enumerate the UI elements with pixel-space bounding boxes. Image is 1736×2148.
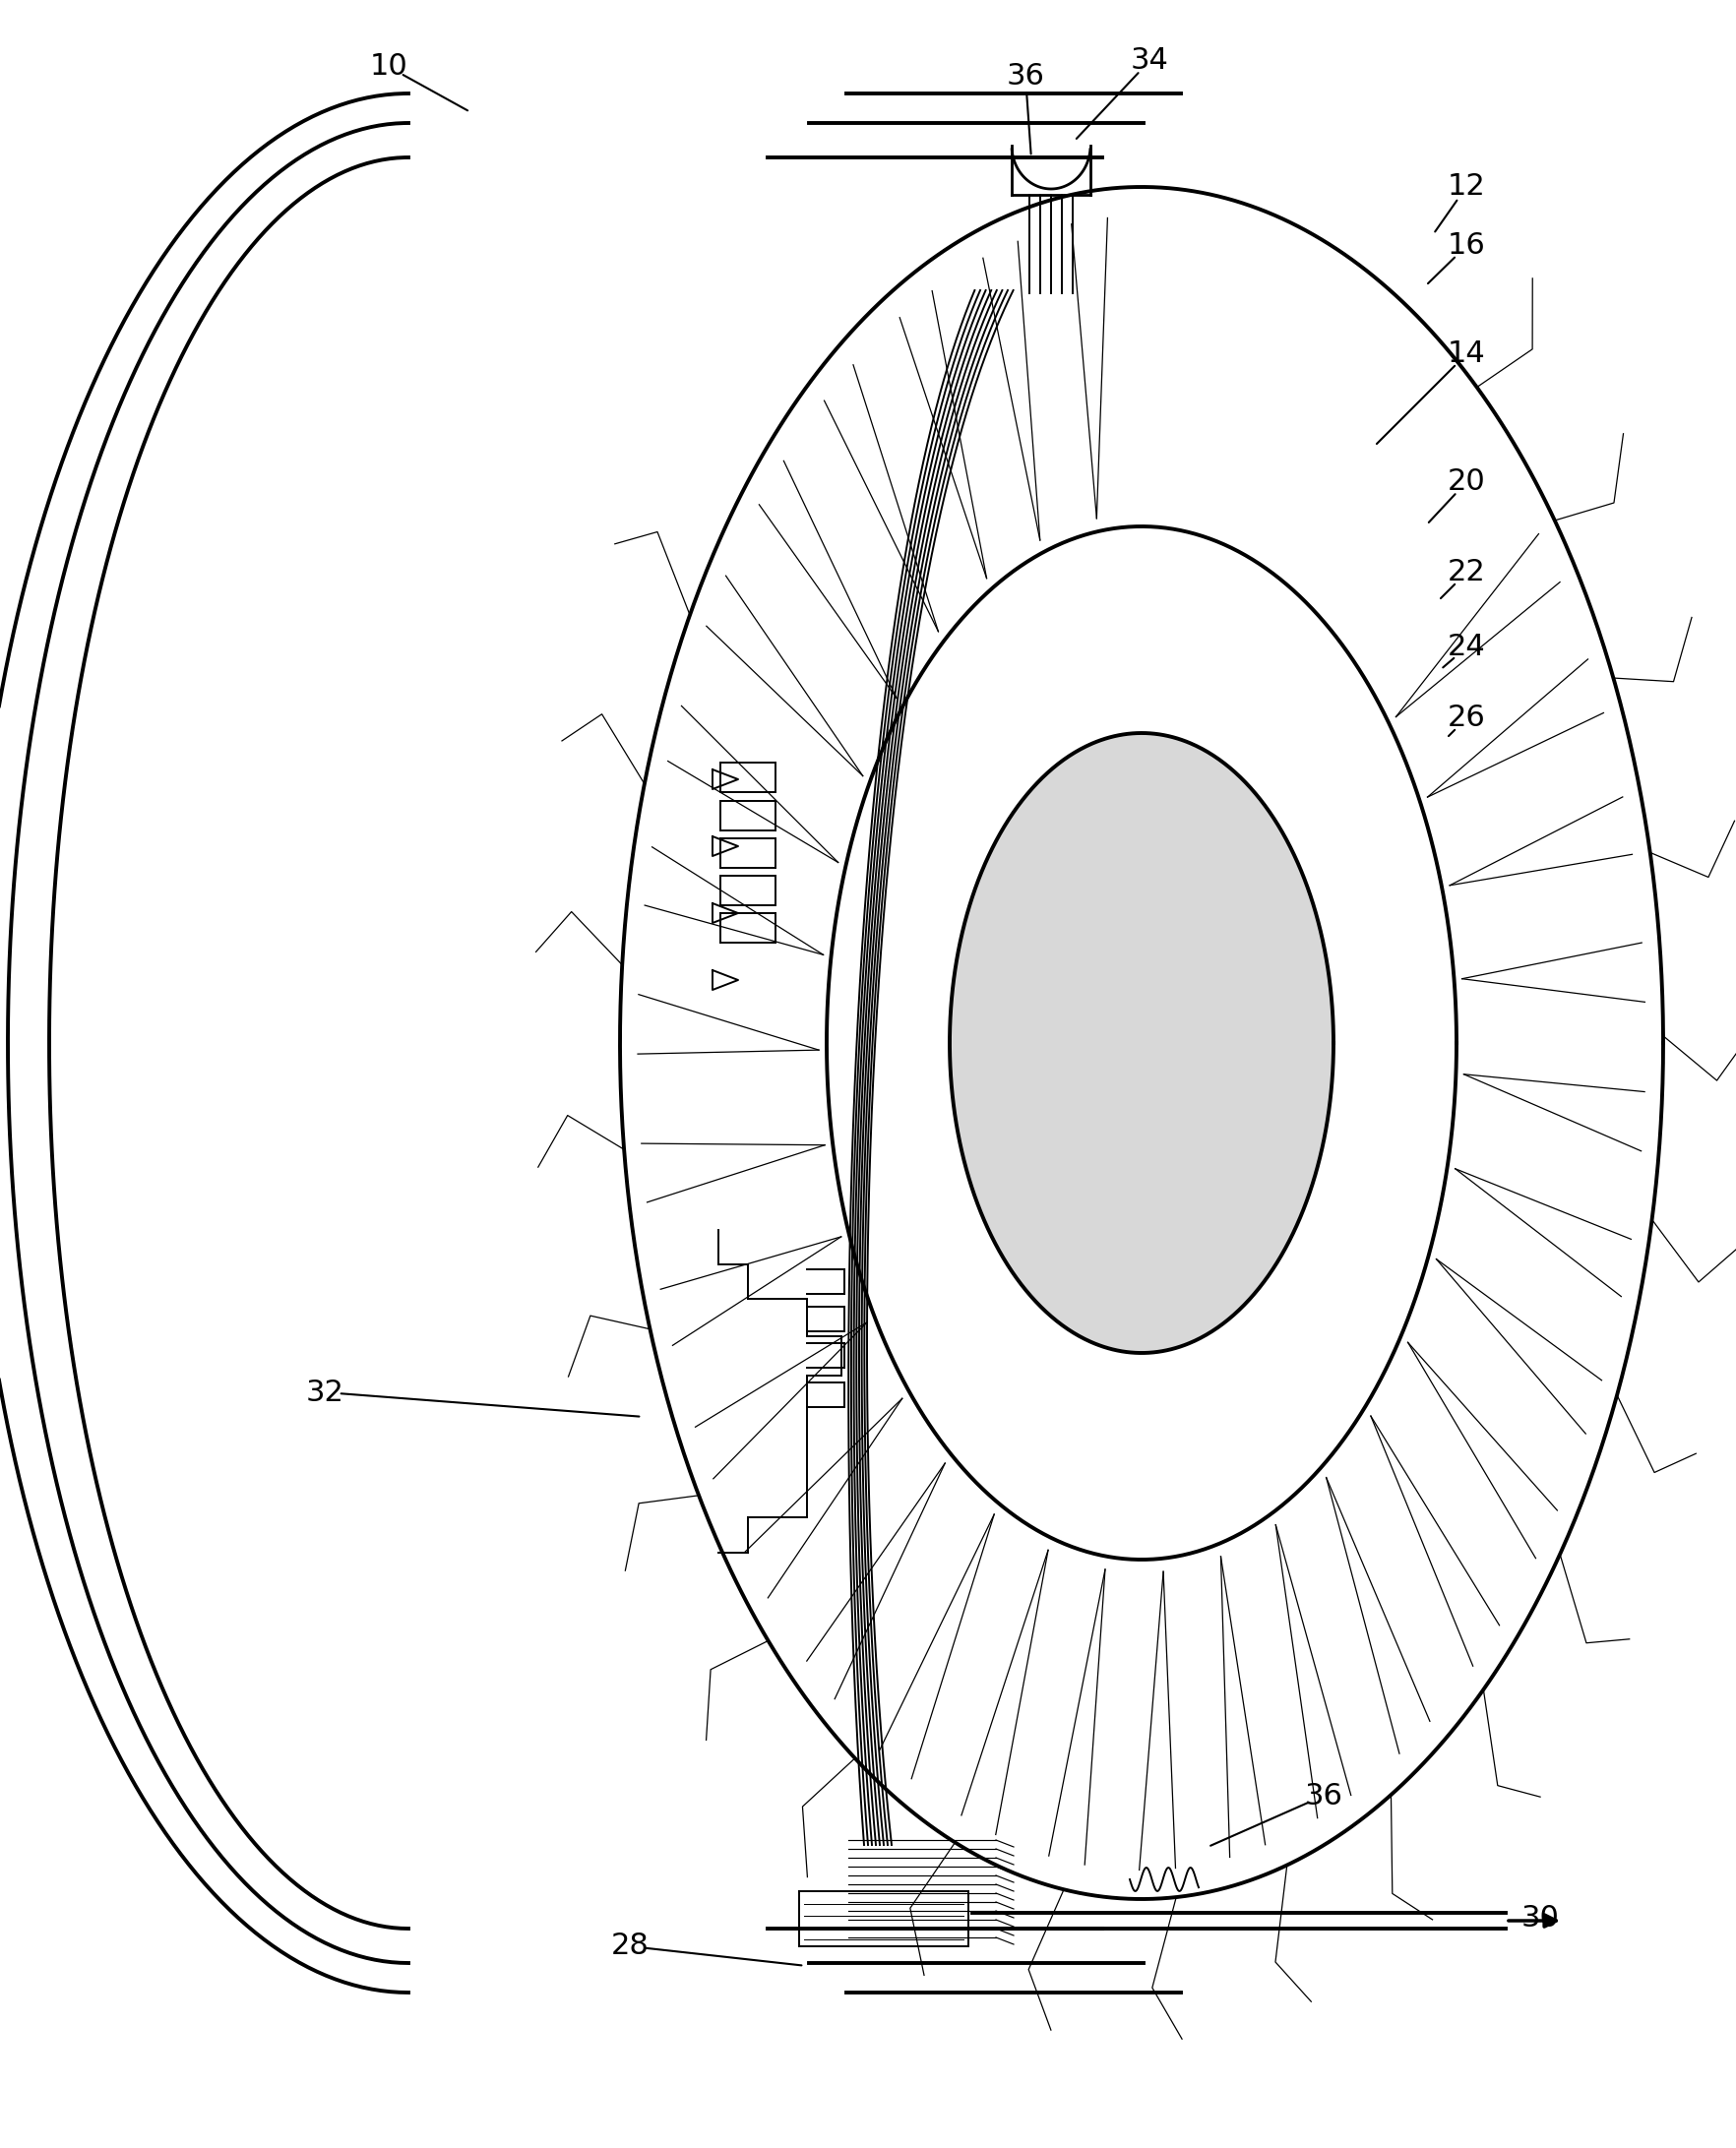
Text: 22: 22 [1446,558,1484,586]
Text: 14: 14 [1446,339,1484,369]
Text: 36: 36 [1304,1781,1342,1811]
Polygon shape [950,732,1333,1353]
Text: 26: 26 [1446,705,1484,732]
Text: 30: 30 [1521,1905,1559,1933]
Text: 16: 16 [1446,232,1484,260]
Text: 24: 24 [1446,634,1484,662]
Text: 28: 28 [611,1931,649,1961]
Text: 36: 36 [1005,62,1043,90]
Text: 32: 32 [306,1379,344,1407]
Text: 34: 34 [1130,47,1168,75]
Text: 12: 12 [1446,172,1484,202]
Text: 10: 10 [370,54,408,82]
Text: 20: 20 [1446,468,1484,496]
